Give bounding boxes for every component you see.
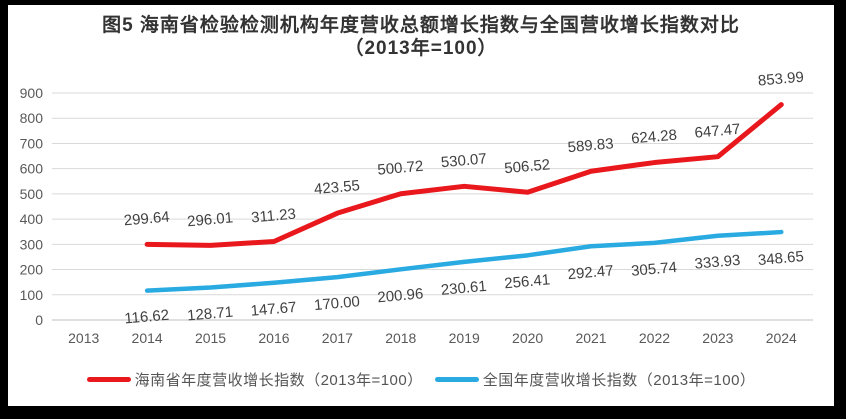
svg-text:230.61: 230.61 bbox=[440, 278, 487, 299]
svg-text:2014: 2014 bbox=[132, 330, 163, 346]
svg-text:900: 900 bbox=[20, 85, 44, 101]
svg-text:2022: 2022 bbox=[639, 330, 670, 346]
svg-text:305.74: 305.74 bbox=[630, 259, 677, 280]
line-chart: 0 100 200 300 400 500 600 700 800 900 2013 2014 2015… bbox=[20, 69, 813, 346]
svg-text:100: 100 bbox=[20, 287, 44, 303]
svg-text:647.47: 647.47 bbox=[694, 121, 741, 142]
svg-text:2019: 2019 bbox=[449, 330, 480, 346]
svg-text:200: 200 bbox=[20, 262, 44, 278]
svg-text:800: 800 bbox=[20, 110, 44, 126]
svg-text:423.55: 423.55 bbox=[313, 177, 360, 198]
svg-text:506.52: 506.52 bbox=[504, 156, 551, 177]
svg-text:200.96: 200.96 bbox=[377, 285, 424, 306]
svg-text:589.83: 589.83 bbox=[567, 135, 614, 156]
svg-text:500.72: 500.72 bbox=[377, 158, 424, 179]
legend-label-hainan: 海南省年度营收增长指数（2013年=100） bbox=[134, 372, 423, 389]
svg-text:128.71: 128.71 bbox=[187, 304, 234, 325]
svg-text:853.99: 853.99 bbox=[757, 69, 804, 90]
svg-text:2017: 2017 bbox=[322, 330, 353, 346]
svg-text:299.64: 299.64 bbox=[123, 208, 170, 229]
legend-item-national: 全国年度营收增长指数（2013年=100） bbox=[434, 369, 756, 390]
svg-text:2018: 2018 bbox=[385, 330, 416, 346]
svg-text:530.07: 530.07 bbox=[440, 150, 487, 171]
svg-text:600: 600 bbox=[20, 161, 44, 177]
svg-text:2024: 2024 bbox=[766, 330, 797, 346]
svg-text:256.41: 256.41 bbox=[504, 271, 551, 292]
svg-text:116.62: 116.62 bbox=[124, 307, 170, 328]
svg-text:170.00: 170.00 bbox=[313, 293, 360, 314]
svg-text:2015: 2015 bbox=[195, 330, 226, 346]
svg-text:0: 0 bbox=[35, 312, 43, 328]
svg-text:296.01: 296.01 bbox=[187, 209, 234, 230]
svg-text:348.65: 348.65 bbox=[757, 248, 804, 269]
chart-legend: 海南省年度营收增长指数（2013年=100） 全国年度营收增长指数（2013年=… bbox=[8, 369, 834, 390]
svg-text:300: 300 bbox=[20, 236, 44, 252]
svg-text:2016: 2016 bbox=[258, 330, 289, 346]
chart-title: 图5 海南省检验检测机构年度营收总额增长指数与全国营收增长指数对比 bbox=[102, 15, 740, 36]
chart-canvas: 图5 海南省检验检测机构年度营收总额增长指数与全国营收增长指数对比 （2013年… bbox=[8, 5, 834, 406]
legend-label-national: 全国年度营收增长指数（2013年=100） bbox=[482, 372, 756, 389]
legend-line-swatch-hainan bbox=[86, 377, 131, 382]
svg-text:147.67: 147.67 bbox=[250, 299, 297, 320]
svg-text:624.28: 624.28 bbox=[630, 127, 677, 148]
svg-text:333.93: 333.93 bbox=[694, 252, 741, 273]
svg-text:400: 400 bbox=[20, 211, 44, 227]
svg-text:311.23: 311.23 bbox=[251, 206, 297, 227]
legend-line-swatch-national bbox=[434, 377, 479, 382]
legend-item-hainan: 海南省年度营收增长指数（2013年=100） bbox=[86, 369, 423, 390]
svg-text:2013: 2013 bbox=[68, 330, 99, 346]
chart-subtitle: （2013年=100） bbox=[344, 38, 498, 59]
svg-text:2020: 2020 bbox=[512, 330, 543, 346]
svg-text:500: 500 bbox=[20, 186, 44, 202]
svg-text:2023: 2023 bbox=[702, 330, 733, 346]
svg-text:292.47: 292.47 bbox=[567, 262, 614, 283]
svg-text:700: 700 bbox=[20, 135, 44, 151]
svg-text:2021: 2021 bbox=[575, 330, 606, 346]
